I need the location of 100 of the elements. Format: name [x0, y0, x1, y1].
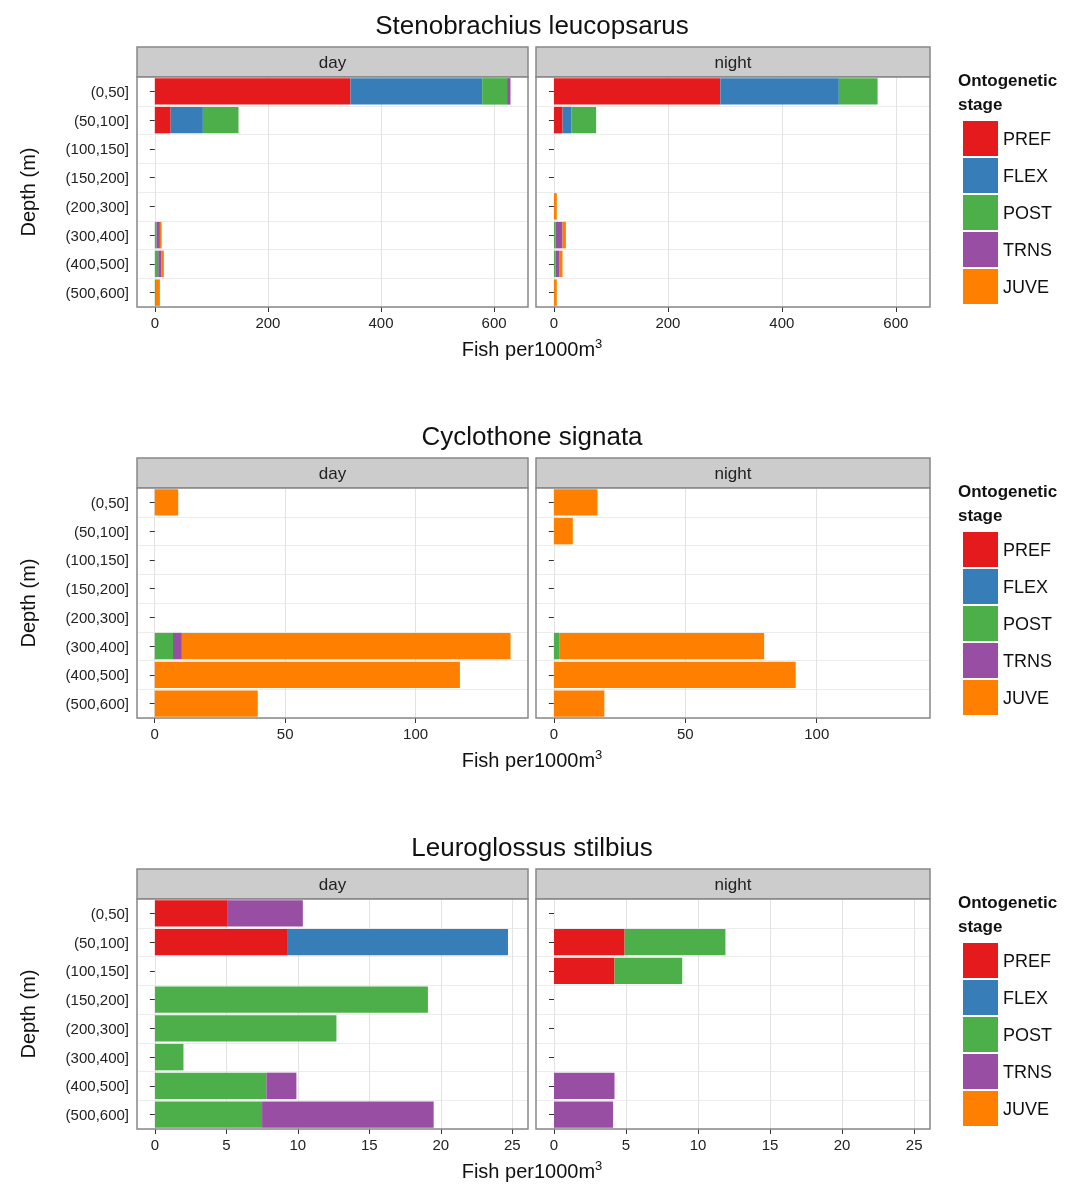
x-tick-label: 10 [289, 1136, 307, 1153]
bar [170, 106, 203, 134]
y-tick-label: (50,100] [73, 111, 129, 129]
bar [553, 193, 557, 220]
bar [507, 78, 511, 105]
bar [559, 632, 765, 660]
chart-subtitle: day [318, 874, 347, 894]
legend-label: FLEX [1003, 165, 1049, 186]
bar [287, 928, 508, 956]
legend-label: TRNS [1003, 1061, 1052, 1082]
chart-subtitle: night [714, 463, 752, 483]
bar [154, 1043, 184, 1071]
x-tick-label: 0 [150, 1136, 160, 1153]
bar [614, 957, 683, 985]
bar [155, 279, 160, 306]
chart-subtitle: night [714, 874, 752, 894]
bar [202, 106, 239, 134]
legend-label: JUVE [1003, 276, 1050, 297]
x-tick-label: 10 [689, 1136, 707, 1153]
x-tick-label: 0 [150, 314, 159, 331]
bar [266, 1072, 297, 1100]
bar [554, 1101, 614, 1128]
y-tick-label: (100,150] [65, 962, 129, 980]
legend-label: JUVE [1003, 1098, 1050, 1119]
x-tick-label: 600 [481, 314, 507, 331]
x-tick-label: 5 [621, 1136, 631, 1153]
bar [154, 928, 288, 956]
x-tick-label: 0 [150, 725, 159, 742]
bar [554, 957, 615, 985]
y-axis-title: Depth (m) [17, 147, 39, 237]
bar [154, 986, 428, 1013]
x-tick-label: 25 [905, 1136, 923, 1153]
x-axis-title: Fish per1000m$^{3}$ [461, 336, 603, 361]
y-tick-label: (400,500] [65, 666, 129, 684]
legend-label: PREF [1003, 539, 1052, 560]
legend-label: FLEX [1003, 987, 1049, 1008]
y-tick-label: (400,500] [65, 1077, 129, 1095]
legend-title: Ontogenetic stage [958, 481, 1062, 525]
legend-label: PREF [1003, 950, 1052, 971]
chart-subtitle: day [318, 463, 347, 483]
x-tick-label: 200 [255, 314, 281, 331]
bar [554, 1072, 615, 1100]
x-axis-title: Fish per1000m$^{3}$ [461, 747, 603, 772]
x-tick-label: 0 [549, 725, 559, 742]
bar [154, 1015, 337, 1042]
y-tick-label: (100,150] [65, 140, 129, 158]
bar [173, 632, 182, 660]
y-tick-label: (0,50] [90, 904, 129, 922]
y-tick-label: (200,300] [65, 197, 129, 215]
y-tick-label: (300,400] [65, 226, 129, 244]
chart-title: Cyclothone signata [421, 421, 643, 452]
bar [553, 690, 605, 717]
x-tick-label: 25 [503, 1136, 521, 1153]
bar [838, 78, 878, 105]
bar [554, 928, 625, 956]
bar [571, 106, 597, 134]
y-tick-label: (300,400] [65, 1048, 129, 1066]
y-tick-label: (50,100] [73, 522, 129, 540]
x-tick-label: 100 [403, 725, 429, 742]
chart-subtitle: day [318, 52, 347, 72]
x-axis-title: Fish per1000m$^{3}$ [461, 1158, 603, 1183]
y-tick-label: (500,600] [65, 695, 129, 713]
y-tick-label: (150,200] [65, 580, 129, 598]
bar [553, 632, 560, 660]
bar [562, 106, 572, 134]
x-tick-label: 100 [804, 725, 830, 742]
bar [720, 78, 839, 105]
y-tick-label: (0,50] [90, 493, 129, 511]
x-tick-label: 20 [833, 1136, 851, 1153]
legend-label: PREF [1003, 128, 1052, 149]
bar [154, 661, 460, 689]
bar [482, 78, 508, 105]
x-tick-label: 600 [883, 314, 909, 331]
x-tick-label: 15 [360, 1136, 378, 1153]
x-tick-label: 0 [549, 1136, 559, 1153]
bar [154, 632, 173, 660]
x-tick-label: 400 [368, 314, 394, 331]
y-tick-label: (500,600] [65, 284, 129, 302]
chart-title: Leuroglossus stilbius [411, 832, 653, 863]
legend-label: TRNS [1003, 650, 1052, 671]
y-tick-label: (0,50] [90, 82, 129, 100]
bar [553, 661, 796, 689]
bar [553, 279, 557, 306]
x-tick-label: 50 [676, 725, 694, 742]
y-axis-title: Depth (m) [17, 969, 39, 1059]
x-tick-label: 400 [769, 314, 795, 331]
legend-label: POST [1003, 1024, 1053, 1045]
bar [553, 106, 563, 134]
y-tick-label: (200,300] [65, 1019, 129, 1037]
x-tick-label: 50 [276, 725, 294, 742]
y-tick-label: (150,200] [65, 169, 129, 187]
y-tick-label: (400,500] [65, 255, 129, 273]
chart-title: Stenobrachius leucopsarus [375, 10, 689, 41]
bar [227, 900, 303, 927]
y-tick-label: (100,150] [65, 551, 129, 569]
bar [154, 489, 179, 516]
bar [553, 489, 598, 516]
legend-label: JUVE [1003, 687, 1050, 708]
x-tick-label: 0 [549, 314, 559, 331]
bar [154, 1072, 267, 1100]
